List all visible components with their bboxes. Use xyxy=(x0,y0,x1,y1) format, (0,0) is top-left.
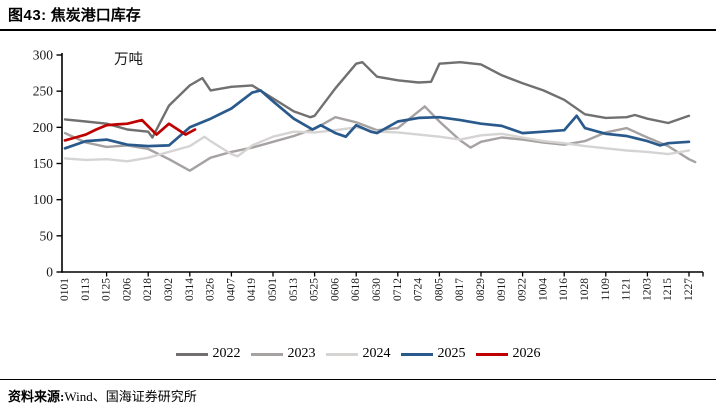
series-line-2022 xyxy=(63,61,691,139)
legend-item-2026: 2026 xyxy=(475,346,541,362)
legend-item-2024: 2024 xyxy=(325,346,391,362)
x-axis-tick-label: 0206 xyxy=(121,278,133,301)
x-axis-tick-label: 1109 xyxy=(600,278,612,301)
figure-title: 焦炭港口库存 xyxy=(50,7,141,24)
legend-swatch-2026 xyxy=(475,352,508,356)
x-axis-tick-label: 0922 xyxy=(517,278,529,301)
x-axis-tick-label: 0805 xyxy=(433,278,445,301)
legend-label: 2026 xyxy=(512,346,541,361)
series-line-2025 xyxy=(63,89,691,150)
legend-label: 2023 xyxy=(287,346,316,361)
x-axis-tick-label: 0326 xyxy=(205,278,217,301)
x-axis-tick-label: 0101 xyxy=(59,278,71,301)
x-axis-tick-label: 0630 xyxy=(371,278,383,301)
x-axis-tick-label: 1028 xyxy=(579,278,591,301)
coke-port-inventory-line-chart: 0 50 100 150 200 250 300 0101 0113 0125 0206 0218 03… xyxy=(33,48,704,301)
x-axis-tick-label: 0302 xyxy=(163,278,175,301)
x-axis-tick-label: 0829 xyxy=(475,278,487,301)
legend-swatch-2023 xyxy=(250,352,283,356)
figure-number-label: 图43: xyxy=(8,7,47,24)
legend-item-2025: 2025 xyxy=(400,346,466,362)
x-axis-tick-label: 0606 xyxy=(329,278,341,301)
unit-label: 万吨 xyxy=(114,51,143,68)
legend-swatch-2024 xyxy=(325,352,358,356)
x-axis-tick-label: 0910 xyxy=(496,278,508,301)
source-note: 资料来源:Wind、国海证券研究所 xyxy=(0,380,716,405)
x-axis-tick-label: 0314 xyxy=(184,278,196,301)
series-line-2026 xyxy=(63,118,197,142)
x-axis-tick-label: 0513 xyxy=(288,278,300,301)
footer-divider xyxy=(0,379,716,380)
x-axis-tick-label: 0525 xyxy=(309,278,321,301)
legend-swatch-2022 xyxy=(175,352,208,356)
legend-label: 2022 xyxy=(212,346,241,361)
series-line-2023 xyxy=(63,105,697,172)
x-axis-tick-label: 1203 xyxy=(641,278,653,301)
y-axis-tick-label: 50 xyxy=(40,228,54,243)
x-axis-tick-label: 1004 xyxy=(537,278,549,301)
x-axis-tick-label: 1121 xyxy=(621,278,633,301)
x-axis-tick-label: 0407 xyxy=(225,278,237,301)
series-line-2024 xyxy=(63,126,691,163)
y-axis-tick-label: 300 xyxy=(33,48,54,63)
y-axis-tick-label: 200 xyxy=(33,120,54,135)
chart-legend: 2022 2023 2024 2025 2026 xyxy=(0,343,716,365)
x-axis-tick-label: 0618 xyxy=(350,278,362,301)
x-axis-tick-label: 1227 xyxy=(683,278,695,301)
x-axis-tick-label: 0125 xyxy=(101,278,113,301)
y-axis-tick-label: 0 xyxy=(46,265,53,280)
y-axis-tick-label: 100 xyxy=(33,192,54,207)
source-label: 资料来源: xyxy=(8,389,65,404)
source-text: Wind、国海证券研究所 xyxy=(64,389,197,404)
x-axis-tick-label: 0501 xyxy=(267,278,279,301)
x-axis-tick-label: 0113 xyxy=(80,278,92,301)
legend-swatch-2025 xyxy=(400,352,433,356)
legend-item-2022: 2022 xyxy=(175,346,241,362)
x-axis-tick-label: 0724 xyxy=(413,278,425,301)
y-axis-tick-label: 250 xyxy=(33,84,54,99)
x-axis-tick-label: 1215 xyxy=(662,278,674,301)
x-axis-tick-label: 0419 xyxy=(246,278,258,301)
x-axis-tick-label: 1016 xyxy=(558,278,570,301)
legend-label: 2025 xyxy=(437,346,466,361)
x-axis-tick-label: 0712 xyxy=(392,278,404,301)
x-axis-tick-label: 0218 xyxy=(142,278,154,301)
figure-title-bar: 图43: 焦炭港口库存 xyxy=(0,0,716,31)
y-axis-tick-label: 150 xyxy=(33,156,54,171)
legend-item-2023: 2023 xyxy=(250,346,316,362)
legend-label: 2024 xyxy=(362,346,391,361)
x-axis-tick-label: 0817 xyxy=(454,278,466,301)
